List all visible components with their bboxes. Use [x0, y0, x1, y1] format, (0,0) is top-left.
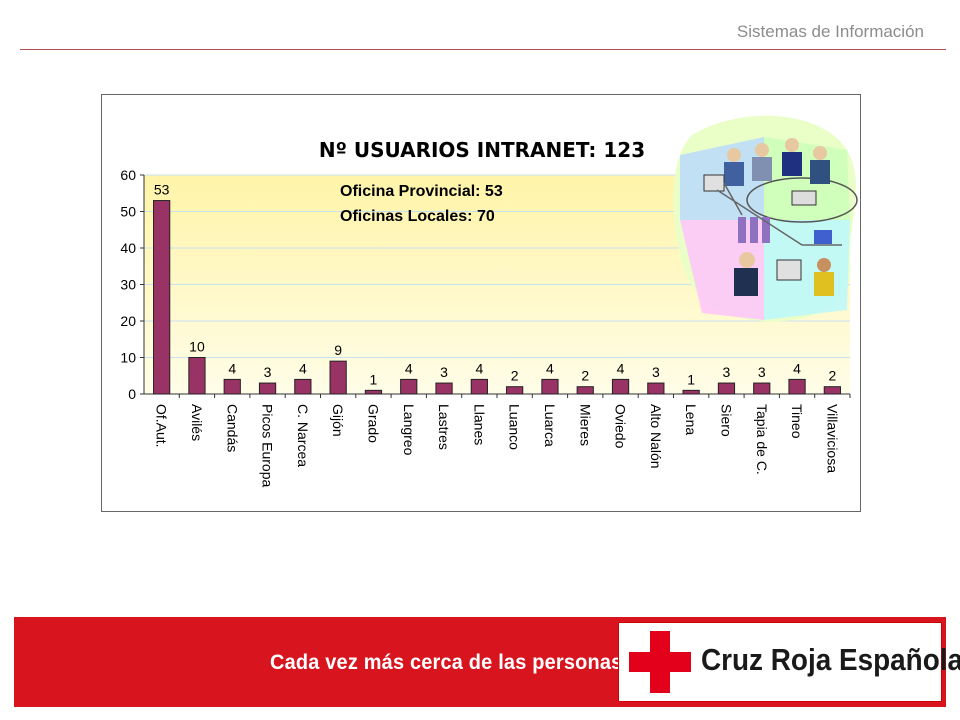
data-label: 4 [475, 360, 483, 376]
cruz-roja-logo: Cruz Roja Española [618, 622, 960, 702]
data-label: 4 [793, 360, 801, 376]
x-tick-label: Langreo [401, 404, 417, 456]
bar [364, 389, 383, 395]
data-label: 1 [370, 371, 378, 387]
bar [400, 378, 418, 395]
x-tick-label: Gijón [330, 404, 346, 437]
x-tick-label: Luarca [542, 404, 558, 447]
bar [223, 378, 241, 395]
y-tick-label: 40 [120, 240, 136, 256]
bar [647, 382, 665, 395]
x-tick-label: Llanes [471, 404, 487, 445]
x-tick-label: Siero [718, 404, 734, 437]
data-label: 4 [546, 360, 554, 376]
x-tick-label: Avilés [189, 404, 205, 441]
x-tick-label: Oviedo [613, 404, 629, 449]
x-tick-label: Alto Nalón [648, 404, 664, 469]
x-tick-labels: Of.Aut. Avilés Candás Picos Europa C. Narcea… [154, 394, 851, 487]
x-tick-label: Lena [683, 404, 699, 435]
data-label: 3 [440, 364, 448, 380]
data-label: 4 [405, 360, 413, 376]
data-label: 3 [758, 364, 766, 380]
data-label: 2 [511, 368, 519, 384]
data-label: 2 [581, 368, 589, 384]
bar [329, 360, 347, 395]
data-label: 3 [652, 364, 660, 380]
x-tick-label: Tapia de C. [754, 404, 770, 475]
data-label: 10 [189, 339, 205, 355]
x-tick-label: Grado [365, 404, 381, 443]
x-tick-label: Candás [224, 404, 240, 452]
data-label: 4 [617, 360, 625, 376]
bar [576, 386, 594, 395]
bars [153, 200, 841, 395]
bar [541, 378, 559, 395]
bar [717, 382, 736, 395]
x-tick-label: Lastres [436, 404, 452, 450]
y-tick-label: 50 [120, 204, 136, 220]
bar [682, 389, 700, 395]
y-tick-label: 10 [120, 350, 136, 366]
header-title: Sistemas de Información [736, 22, 924, 41]
bar [753, 382, 771, 395]
bar [153, 200, 171, 395]
y-tick-label: 30 [120, 277, 136, 293]
x-tick-label: Luanco [507, 404, 523, 450]
header-divider [20, 49, 946, 50]
chart-frame: 0 10 20 30 40 50 60 53 10 4 3 4 9 1 4 3 4 2 4 2 4 3 1 3 3 4 2 Of.… [101, 94, 861, 512]
footer-slogan: Cada vez más cerca de las personas [270, 651, 623, 674]
data-label: 4 [228, 360, 236, 376]
bar [788, 378, 806, 395]
bar [294, 378, 312, 395]
x-tick-label: C. Narcea [295, 404, 311, 467]
bar [611, 378, 630, 395]
x-tick-label: Mieres [577, 404, 593, 446]
y-tick-label: 20 [120, 313, 136, 329]
x-tick-label: Tineo [789, 404, 805, 439]
data-label: 2 [828, 368, 836, 384]
annotation-provincial: Oficina Provincial: 53 [340, 183, 503, 200]
x-tick-label: Villaviciosa [824, 404, 840, 473]
x-tick-label: Picos Europa [260, 404, 276, 487]
data-label: 3 [723, 364, 731, 380]
bar [470, 378, 488, 395]
data-label: 4 [299, 360, 307, 376]
y-tick-label: 0 [128, 386, 136, 402]
y-tick-label: 60 [120, 167, 136, 183]
red-cross-icon [629, 631, 691, 693]
chart-title: Nº USUARIOS INTRANET: 123 [319, 138, 645, 162]
bar [506, 386, 524, 395]
data-label: 9 [334, 342, 342, 358]
annotation-locales: Oficinas Locales: 70 [340, 208, 495, 225]
bar [188, 357, 206, 395]
data-label: 1 [687, 371, 695, 387]
data-label: 3 [264, 364, 272, 380]
bar [823, 386, 841, 395]
bar [258, 382, 277, 395]
x-tick-label: Of.Aut. [154, 404, 170, 448]
logo-text: Cruz Roja Española [701, 642, 960, 677]
networked-office-clipart-icon [673, 115, 858, 322]
bar [435, 382, 453, 395]
data-label: 53 [154, 182, 170, 198]
